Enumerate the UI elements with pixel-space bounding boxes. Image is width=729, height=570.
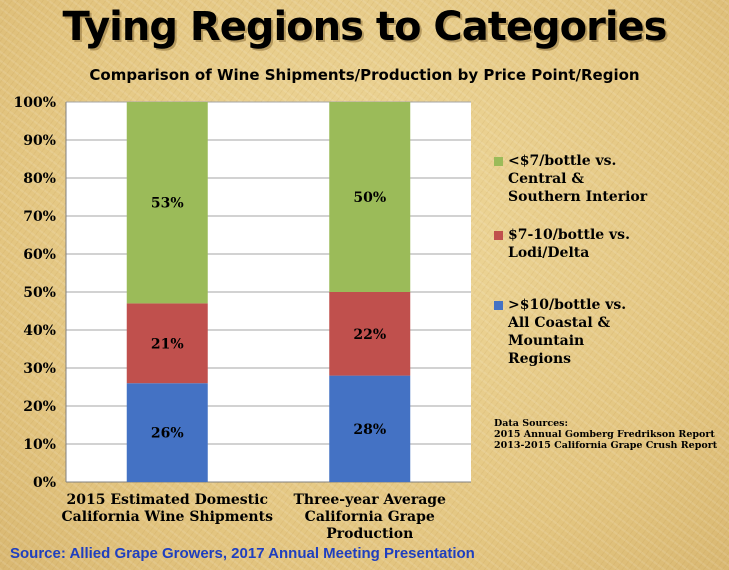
legend-label: >$10/bottle vs. All Coastal & Mountain R… [508,297,627,367]
data-sources-heading: Data Sources: [494,418,569,429]
slide-title: Tying Regions to Categories [62,4,668,50]
y-tick-label: 40% [23,323,56,339]
y-tick-label: 0% [33,475,56,491]
data-label: 28% [353,422,386,438]
y-tick-label: 100% [13,95,56,111]
bar-segment [126,102,208,304]
y-tick-label: 80% [23,171,56,187]
x-category-label: California Wine Shipments [62,509,274,525]
bar-segment [329,375,411,482]
y-tick-label: 10% [23,437,56,453]
legend-swatch-red [494,231,503,240]
source-footer: Source: Allied Grape Growers, 2017 Annua… [10,545,475,562]
stacked-bar-chart: 0% 10% 20% 30% 40% 50% 60% 70% 80% 90% 100% 26% 21% 5… [13,95,471,542]
bar-segment [329,102,411,292]
x-category-label: Production [326,526,413,542]
data-label: 22% [353,327,386,343]
y-tick-label: 70% [23,209,56,225]
data-label: 50% [353,190,386,206]
bar-segment [329,292,411,376]
legend-swatch-blue [494,301,503,310]
data-sources-note: Data Sources: 2015 Annual Gomberg Fredri… [494,418,726,451]
y-tick-label: 20% [23,399,56,415]
data-label: 26% [151,426,184,442]
legend-swatch-green [494,157,503,166]
x-category-label: Three-year Average [294,492,447,508]
bar-segment [126,303,208,384]
data-source-line: 2015 Annual Gomberg Fredrikson Report [494,429,715,440]
y-tick-label: 50% [23,285,56,301]
legend-label: <$7/bottle vs. Central & Southern Interi… [508,153,648,205]
data-source-line: 2013-2015 California Grape Crush Report [494,440,718,451]
y-tick-label: 90% [23,133,56,149]
data-label: 53% [151,196,184,212]
chart-title: Comparison of Wine Shipments/Production … [89,66,640,84]
y-tick-label: 60% [23,247,56,263]
data-label: 21% [151,336,184,352]
legend-label: $7-10/bottle vs. Lodi/Delta [508,227,630,261]
y-tick-label: 30% [23,361,56,377]
bar-segment [126,383,208,482]
x-category-label: 2015 Estimated Domestic [67,492,269,508]
x-category-label: California Grape [305,509,435,525]
